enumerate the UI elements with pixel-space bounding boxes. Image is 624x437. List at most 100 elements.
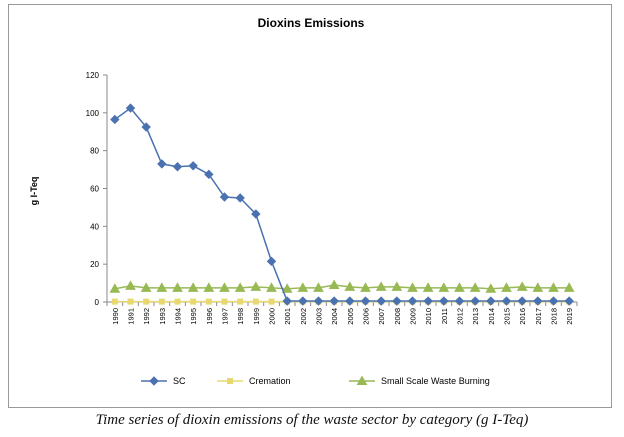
data-point — [281, 283, 293, 293]
data-point — [266, 282, 277, 292]
series-line — [114, 107, 570, 302]
x-tick-label: 1999 — [252, 308, 261, 325]
data-point — [439, 296, 449, 306]
legend-label: Small Scale Waste Burning — [381, 376, 490, 386]
x-tick-label: 2014 — [487, 308, 496, 325]
legend: SC Cremation Small Scale Waste Burning — [141, 375, 490, 386]
y-tick-label: 120 — [86, 71, 100, 80]
series-line — [114, 284, 570, 290]
legend-marker — [227, 378, 233, 384]
data-point — [187, 282, 199, 292]
data-point — [158, 298, 165, 305]
x-tick-label: 1995 — [189, 308, 198, 325]
data-point — [127, 298, 134, 305]
x-tick-label: 2012 — [456, 308, 465, 325]
legend-item: Cremation — [217, 376, 291, 386]
x-tick-label: 2000 — [268, 308, 277, 325]
data-point — [219, 192, 230, 202]
x-tick-label: 2006 — [362, 308, 371, 325]
figure-caption: Time series of dioxin emissions of the w… — [95, 412, 529, 428]
data-point — [204, 169, 214, 180]
data-point — [237, 298, 244, 305]
series-sc — [110, 103, 574, 306]
data-point — [188, 161, 198, 171]
data-point — [251, 209, 261, 219]
x-tick-label: 1992 — [142, 308, 151, 325]
data-point — [329, 296, 339, 306]
data-point — [221, 298, 228, 305]
data-point — [266, 256, 277, 267]
data-point — [313, 282, 324, 292]
data-point — [174, 298, 181, 305]
data-point — [111, 298, 118, 305]
data-point — [407, 282, 418, 292]
x-tick-label: 2008 — [393, 308, 402, 325]
data-point — [141, 122, 151, 132]
y-tick-label: 60 — [90, 185, 99, 194]
data-point — [235, 193, 245, 203]
legend-marker — [149, 376, 159, 386]
data-point — [205, 298, 212, 305]
data-point — [470, 296, 480, 306]
x-tick-label: 1996 — [205, 308, 214, 325]
data-point — [438, 282, 450, 292]
data-point — [469, 282, 481, 292]
data-point — [140, 282, 152, 292]
chart-title: Dioxins Emissions — [258, 16, 365, 30]
data-point — [156, 282, 168, 292]
data-point — [501, 282, 512, 292]
data-point — [250, 281, 262, 291]
data-point — [423, 296, 433, 306]
data-point — [252, 298, 259, 305]
data-point — [125, 280, 136, 290]
x-tick-label: 1994 — [174, 308, 183, 325]
data-point — [360, 282, 371, 292]
data-point — [360, 296, 371, 306]
data-point — [345, 296, 355, 306]
x-tick-label: 1993 — [158, 308, 167, 325]
x-tick-label: 1990 — [111, 308, 120, 325]
x-tick-label: 2018 — [550, 308, 559, 325]
x-tick-label: 2007 — [377, 308, 386, 325]
data-point — [563, 282, 575, 292]
data-point — [407, 296, 418, 306]
data-point — [501, 296, 512, 306]
data-point — [190, 298, 197, 305]
x-tick-label: 2016 — [518, 308, 527, 325]
data-point — [392, 296, 402, 306]
data-point — [375, 281, 387, 291]
x-tick-label: 2002 — [299, 308, 308, 325]
legend-label: Cremation — [249, 376, 291, 386]
x-tick-label: 2011 — [440, 308, 449, 324]
axes: 0 20 40 60 80 100 120 1990 1991 1992 1993 1994 1995 1… — [86, 71, 578, 325]
data-point — [422, 282, 434, 292]
data-point — [454, 282, 465, 292]
x-tick-label: 1997 — [221, 308, 230, 325]
x-tick-label: 2003 — [315, 308, 324, 325]
y-tick-label: 40 — [90, 222, 99, 231]
x-tick-label: 1998 — [236, 308, 245, 325]
y-tick-label: 20 — [90, 260, 99, 269]
data-point — [516, 281, 528, 291]
data-point — [203, 282, 215, 292]
data-point — [297, 282, 309, 292]
data-point — [548, 296, 559, 306]
data-point — [485, 283, 497, 293]
x-tick-label: 2001 — [283, 308, 292, 325]
legend-label: SC — [173, 376, 186, 386]
data-point — [143, 298, 150, 305]
data-point — [110, 114, 120, 125]
legend-marker — [356, 375, 368, 385]
x-tick-label: 2009 — [409, 308, 418, 325]
data-point — [328, 279, 340, 289]
data-point — [172, 162, 183, 172]
x-tick-label: 2017 — [534, 308, 543, 325]
data-point — [234, 282, 246, 292]
x-tick-label: 2004 — [330, 308, 339, 325]
data-point — [517, 296, 527, 306]
x-tick-label: 2010 — [424, 308, 433, 325]
x-tick-label: 2005 — [346, 308, 355, 325]
data-point — [298, 296, 308, 306]
data-point — [391, 281, 403, 291]
data-point — [219, 282, 230, 292]
